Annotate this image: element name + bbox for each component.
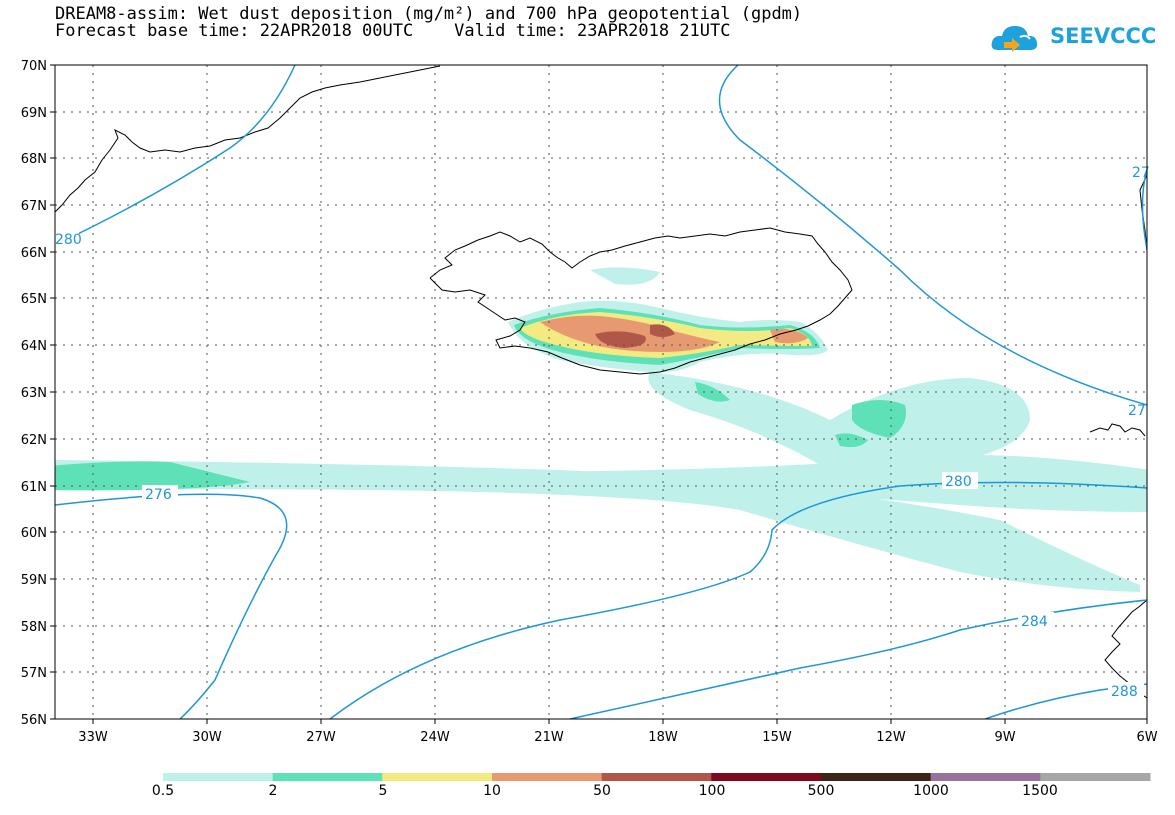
legend-label-2: 5 — [378, 783, 388, 799]
legend-swatch-8 — [1040, 773, 1151, 781]
dust-northwest-patch — [590, 267, 660, 285]
lat-label-63n: 63N — [21, 386, 47, 401]
lon-label-12w: 12W — [876, 730, 906, 745]
legend-label-3: 10 — [483, 783, 501, 799]
legend-swatch-5 — [711, 773, 822, 781]
contour-276 — [55, 493, 288, 719]
legend-label-5: 100 — [698, 783, 726, 799]
contour-label-284: 284 — [1021, 614, 1048, 630]
lon-label-21w: 21W — [534, 730, 564, 745]
seevccc-logo: SEEVCCC — [990, 20, 1156, 58]
legend-colorbar — [163, 773, 1151, 781]
lat-label-65n: 65N — [21, 292, 47, 307]
iceland-coast — [429, 227, 853, 375]
latitude-labels: 70N 69N 68N 67N 66N 65N 64N 63N 62N 61N … — [21, 59, 47, 728]
cloud-icon — [991, 26, 1038, 52]
lat-label-64n: 64N — [21, 339, 47, 354]
lat-label-68n: 68N — [21, 152, 47, 167]
logo-text: SEEVCCC — [1050, 24, 1157, 48]
coastlines — [55, 65, 1147, 699]
contour-280 — [329, 481, 1147, 719]
lat-label-58n: 58N — [21, 620, 47, 635]
lat-label-70n: 70N — [21, 59, 47, 74]
tick-marks — [50, 64, 1148, 724]
lat-label-69n: 69N — [21, 106, 47, 121]
longitude-labels: 33W 30W 27W 24W 21W 18W 15W 12W 9W 6W — [78, 730, 1157, 745]
lon-label-9w: 9W — [994, 730, 1015, 745]
lon-label-6w: 6W — [1136, 730, 1157, 745]
legend-swatch-7 — [930, 773, 1041, 781]
legend-swatch-3 — [492, 773, 603, 781]
contour-label-288: 288 — [1111, 684, 1138, 700]
legend-label-6: 500 — [807, 783, 835, 799]
legend-label-7: 1000 — [913, 783, 949, 799]
legend-swatch-2 — [382, 773, 493, 781]
dust-brown-core — [595, 331, 646, 348]
greenland-coast — [55, 65, 441, 213]
dust-green-east-a — [852, 400, 906, 438]
lat-label-57n: 57N — [21, 666, 47, 681]
dust-orange-east — [770, 329, 808, 344]
legend-label-8: 1500 — [1022, 783, 1058, 799]
lat-label-66n: 66N — [21, 246, 47, 261]
legend-label-0: 0.5 — [151, 783, 175, 799]
lon-label-24w: 24W — [420, 730, 450, 745]
contour-label-280-north: 280 — [55, 232, 82, 248]
legend-swatch-0 — [163, 773, 274, 781]
lon-label-27w: 27W — [306, 730, 336, 745]
legend-swatch-1 — [272, 773, 383, 781]
lat-label-60n: 60N — [21, 526, 47, 541]
lon-label-15w: 15W — [762, 730, 792, 745]
dust-plume-central — [648, 372, 1030, 469]
contour-label-27-ne: 27 — [1128, 403, 1146, 419]
title-line-2: Forecast base time: 22APR2018 00UTC Vali… — [55, 21, 731, 41]
contour-280-north — [55, 65, 296, 246]
lat-label-62n: 62N — [21, 433, 47, 448]
legend-swatch-6 — [821, 773, 932, 781]
contour-284 — [569, 599, 1147, 719]
dust-green-west — [55, 461, 250, 491]
dust-green-east-b — [835, 433, 868, 448]
lon-label-30w: 30W — [192, 730, 222, 745]
lat-label-61n: 61N — [21, 480, 47, 495]
lon-label-33w: 33W — [78, 730, 108, 745]
lat-label-56n: 56N — [21, 713, 47, 728]
contour-label-27-east: 27 — [1132, 165, 1150, 181]
legend-label-1: 2 — [268, 783, 278, 799]
grid — [55, 65, 1147, 719]
lon-label-18w: 18W — [648, 730, 678, 745]
dust-field — [55, 267, 1147, 592]
contour-27-east — [1141, 169, 1147, 251]
legend-swatch-4 — [601, 773, 712, 781]
contour-labels: 276 280 284 288 280 27 27 — [55, 165, 1150, 700]
lat-label-67n: 67N — [21, 199, 47, 214]
legend-label-4: 50 — [593, 783, 611, 799]
dust-band-east — [520, 454, 1147, 512]
title-line-1: DREAM8-assim: Wet dust deposition (mg/m²… — [55, 4, 803, 24]
contour-label-276: 276 — [145, 487, 172, 503]
contour-27-ne — [718, 65, 1147, 406]
contour-label-280: 280 — [945, 474, 972, 490]
faroe-coast — [1089, 423, 1146, 437]
lat-label-59n: 59N — [21, 573, 47, 588]
